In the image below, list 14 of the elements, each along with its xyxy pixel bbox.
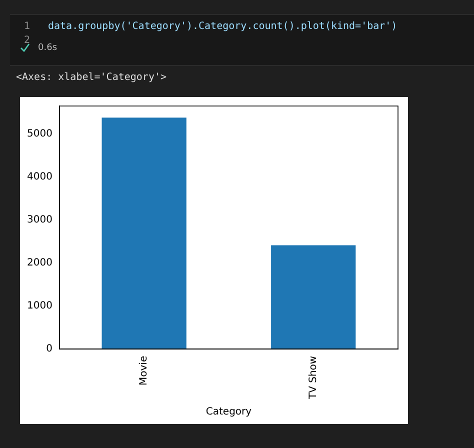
y-tick-label: 1000 xyxy=(26,300,52,312)
text: 0.6s xyxy=(38,43,58,53)
y-tick-label: 3000 xyxy=(26,214,52,226)
x-tick-label: Movie xyxy=(138,356,150,386)
text: 1 xyxy=(24,21,30,32)
y-tick-label: 2000 xyxy=(26,258,52,269)
y-tick-label: 4000 xyxy=(26,172,52,183)
x-axis-title: Category xyxy=(206,406,252,418)
x-tick-label: TV Show xyxy=(308,356,319,400)
y-tick-label: 5000 xyxy=(26,128,52,140)
text: 2 xyxy=(24,35,30,46)
y-tick-label: 0 xyxy=(46,343,52,354)
text: <Axes: xlabel='Category'> xyxy=(16,72,167,83)
text: data.groupby('Category').Category.count().plot(kind='bar') xyxy=(48,21,398,32)
